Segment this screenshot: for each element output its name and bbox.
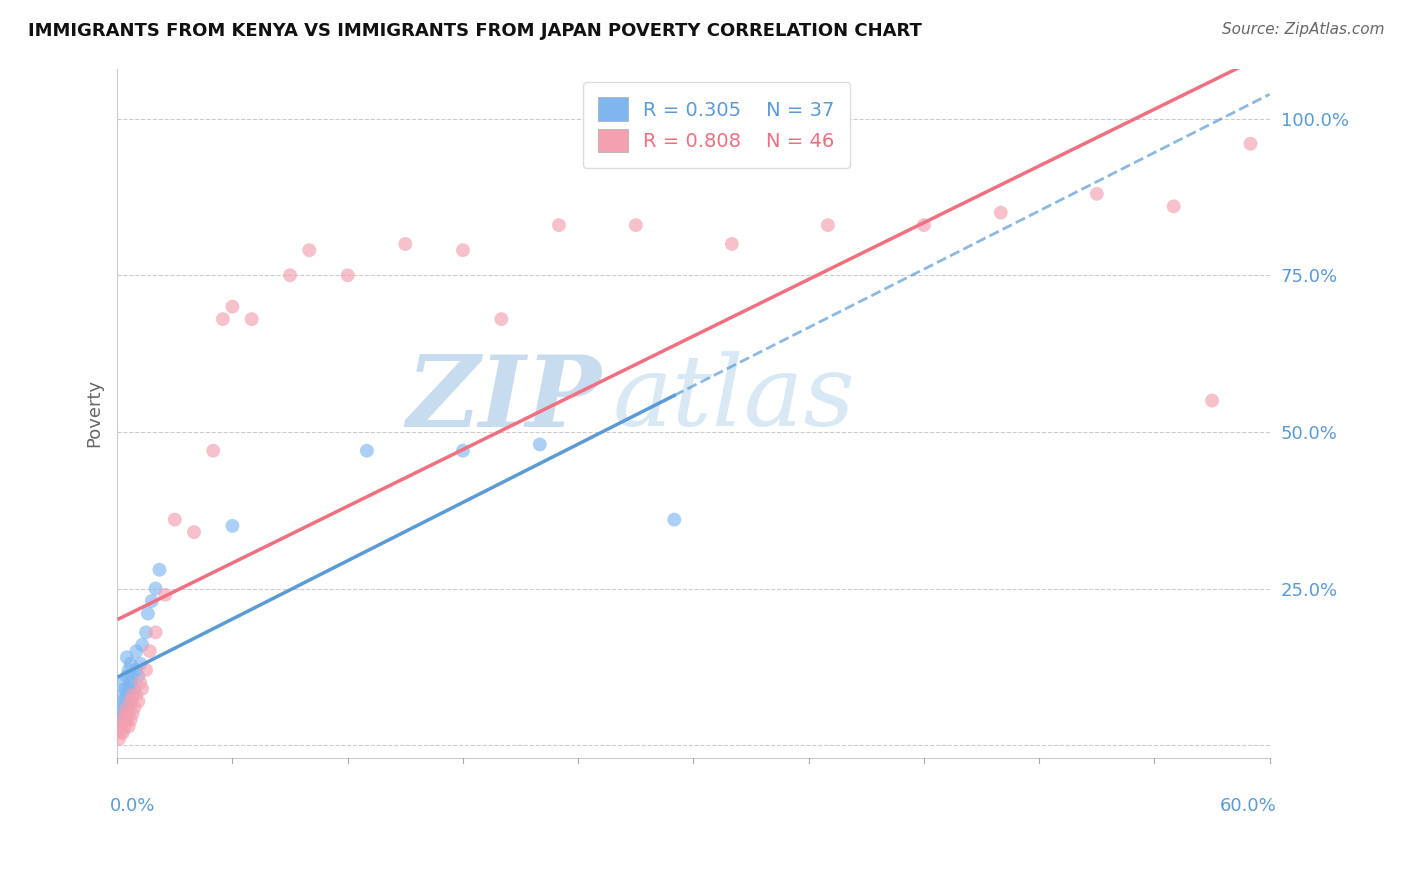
Point xyxy=(114,700,136,714)
Point xyxy=(129,675,152,690)
Point xyxy=(114,681,136,696)
Text: ZIP: ZIP xyxy=(406,351,602,448)
Legend: R = 0.305    N = 37, R = 0.808    N = 46: R = 0.305 N = 37, R = 0.808 N = 46 xyxy=(583,82,851,168)
Point xyxy=(114,713,136,727)
Text: IMMIGRANTS FROM KENYA VS IMMIGRANTS FROM JAPAN POVERTY CORRELATION CHART: IMMIGRANTS FROM KENYA VS IMMIGRANTS FROM… xyxy=(28,22,922,40)
Point xyxy=(131,681,153,696)
Point xyxy=(129,657,152,671)
Point xyxy=(120,675,142,690)
Point xyxy=(124,681,146,696)
Point xyxy=(817,218,839,232)
Point xyxy=(120,694,142,708)
Point xyxy=(131,638,153,652)
Point xyxy=(1163,199,1185,213)
Point xyxy=(115,713,138,727)
Point xyxy=(278,268,301,283)
Point xyxy=(221,519,243,533)
Point xyxy=(529,437,551,451)
Point xyxy=(491,312,513,326)
Text: 0.0%: 0.0% xyxy=(110,797,156,814)
Point xyxy=(136,607,159,621)
Point xyxy=(135,625,157,640)
Point xyxy=(115,688,138,702)
Point xyxy=(721,236,744,251)
Point xyxy=(110,725,132,739)
Point xyxy=(240,312,263,326)
Point xyxy=(111,706,134,721)
Point xyxy=(115,700,138,714)
Point xyxy=(298,243,321,257)
Point xyxy=(111,725,134,739)
Point xyxy=(912,218,935,232)
Point xyxy=(155,588,177,602)
Point xyxy=(163,513,186,527)
Point xyxy=(125,644,148,658)
Point xyxy=(124,700,146,714)
Y-axis label: Poverty: Poverty xyxy=(86,379,103,447)
Point xyxy=(114,706,136,721)
Text: 60.0%: 60.0% xyxy=(1220,797,1277,814)
Point xyxy=(115,669,138,683)
Text: atlas: atlas xyxy=(613,351,855,447)
Point xyxy=(115,650,138,665)
Point xyxy=(139,644,162,658)
Point xyxy=(624,218,647,232)
Point xyxy=(120,657,142,671)
Point xyxy=(221,300,243,314)
Text: Source: ZipAtlas.com: Source: ZipAtlas.com xyxy=(1222,22,1385,37)
Point xyxy=(125,688,148,702)
Point xyxy=(135,663,157,677)
Point xyxy=(548,218,571,232)
Point xyxy=(121,688,143,702)
Point xyxy=(118,700,141,714)
Point xyxy=(118,681,141,696)
Point xyxy=(664,513,686,527)
Point xyxy=(111,713,134,727)
Point xyxy=(145,582,167,596)
Point xyxy=(108,713,131,727)
Point xyxy=(121,688,143,702)
Point xyxy=(451,443,474,458)
Point xyxy=(120,713,142,727)
Point xyxy=(110,688,132,702)
Point xyxy=(125,663,148,677)
Point xyxy=(990,205,1012,219)
Point xyxy=(1085,186,1108,201)
Point xyxy=(118,719,141,733)
Point xyxy=(108,731,131,746)
Point xyxy=(141,594,163,608)
Point xyxy=(127,669,149,683)
Point xyxy=(110,719,132,733)
Point xyxy=(111,675,134,690)
Point xyxy=(118,663,141,677)
Point xyxy=(120,694,142,708)
Point xyxy=(148,563,170,577)
Point xyxy=(451,243,474,257)
Point xyxy=(336,268,359,283)
Point xyxy=(356,443,378,458)
Point xyxy=(121,706,143,721)
Point xyxy=(115,706,138,721)
Point xyxy=(1201,393,1223,408)
Point xyxy=(211,312,233,326)
Point xyxy=(127,694,149,708)
Point xyxy=(110,700,132,714)
Point xyxy=(145,625,167,640)
Point xyxy=(121,669,143,683)
Point xyxy=(114,719,136,733)
Point xyxy=(183,525,205,540)
Point xyxy=(1239,136,1261,151)
Point xyxy=(118,706,141,721)
Point xyxy=(111,694,134,708)
Point xyxy=(202,443,225,458)
Point xyxy=(394,236,416,251)
